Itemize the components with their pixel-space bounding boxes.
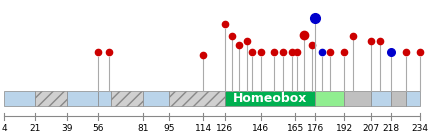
- Text: 114: 114: [194, 124, 212, 133]
- Text: 95: 95: [163, 124, 175, 133]
- Bar: [405, 91, 420, 106]
- Text: 176: 176: [307, 124, 324, 133]
- Text: 126: 126: [216, 124, 233, 133]
- Bar: [315, 91, 344, 106]
- Bar: [371, 91, 391, 106]
- Text: 21: 21: [29, 124, 40, 133]
- Text: 218: 218: [383, 124, 400, 133]
- Text: 192: 192: [335, 124, 353, 133]
- Bar: [344, 91, 371, 106]
- Text: 81: 81: [138, 124, 149, 133]
- Text: 39: 39: [62, 124, 73, 133]
- Text: 165: 165: [287, 124, 304, 133]
- Bar: [169, 91, 225, 106]
- Text: 207: 207: [363, 124, 380, 133]
- Text: Homeobox: Homeobox: [233, 92, 307, 105]
- Text: 4: 4: [1, 124, 7, 133]
- Bar: [68, 91, 98, 106]
- Bar: [35, 91, 68, 106]
- Text: 234: 234: [412, 124, 429, 133]
- Bar: [98, 91, 111, 106]
- Bar: [144, 91, 169, 106]
- Bar: [391, 91, 405, 106]
- Bar: [4, 91, 35, 106]
- Text: 146: 146: [252, 124, 270, 133]
- Bar: [225, 91, 315, 106]
- Text: 56: 56: [92, 124, 104, 133]
- Bar: [111, 91, 144, 106]
